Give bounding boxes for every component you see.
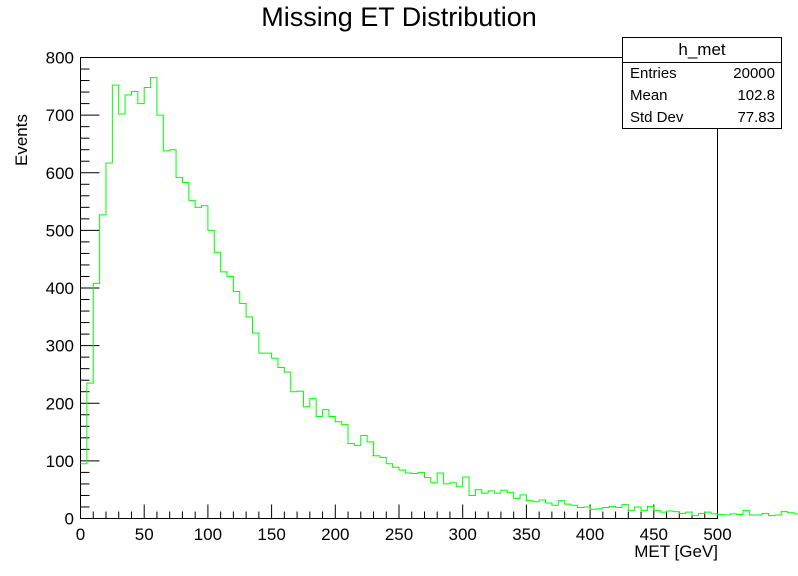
stats-box: h_met Entries 20000 Mean 102.8 Std Dev 7… — [622, 37, 782, 129]
x-tick-label: 450 — [640, 525, 668, 544]
stats-row-stddev: Std Dev 77.83 — [623, 107, 781, 129]
stats-box-title: h_met — [623, 38, 781, 63]
histogram-line — [80, 77, 798, 517]
stats-label: Std Dev — [630, 109, 684, 126]
y-tick-label: 200 — [46, 394, 74, 413]
y-tick-label: 500 — [46, 221, 74, 240]
y-tick-label: 100 — [46, 452, 74, 471]
x-tick-label: 100 — [194, 525, 222, 544]
y-tick-label: 300 — [46, 337, 74, 356]
x-tick-label: 350 — [512, 525, 540, 544]
x-tick-label: 400 — [576, 525, 604, 544]
stats-value: 77.83 — [737, 109, 775, 126]
stats-label: Entries — [630, 65, 677, 82]
y-tick-label: 700 — [46, 106, 74, 125]
x-axis-label: MET [GeV] — [634, 542, 718, 561]
y-axis-ticks: 0 100 200 300 400 500 600 700 800 — [46, 49, 100, 529]
x-tick-label: 150 — [257, 525, 285, 544]
x-axis-ticks: 0 50 100 150 200 250 300 350 400 450 500 — [76, 504, 732, 544]
x-tick-label: 250 — [385, 525, 413, 544]
y-tick-label: 400 — [46, 279, 74, 298]
x-tick-label: 200 — [321, 525, 349, 544]
x-tick-label: 0 — [76, 525, 85, 544]
stats-value: 20000 — [733, 65, 775, 82]
y-tick-label: 800 — [46, 49, 74, 68]
stats-label: Mean — [630, 87, 668, 104]
y-tick-label: 600 — [46, 164, 74, 183]
x-tick-label: 50 — [135, 525, 154, 544]
y-axis-label: Events — [12, 114, 31, 166]
stats-value: 102.8 — [737, 87, 775, 104]
x-tick-label: 300 — [449, 525, 477, 544]
stats-row-entries: Entries 20000 — [623, 63, 781, 85]
chart-title: Missing ET Distribution — [261, 2, 537, 32]
stats-row-mean: Mean 102.8 — [623, 85, 781, 107]
y-tick-label: 0 — [65, 510, 74, 529]
x-tick-label: 500 — [703, 525, 731, 544]
